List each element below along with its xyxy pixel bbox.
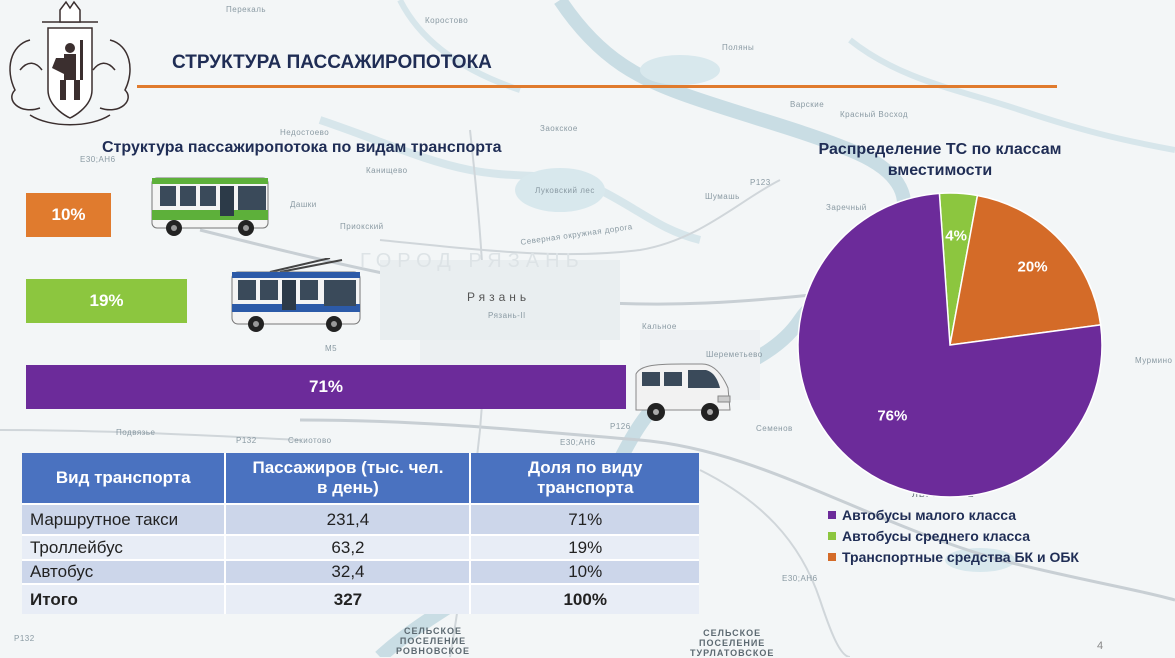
map-label: Семенов (756, 424, 793, 433)
map-label: Шереметьево (706, 350, 763, 359)
table-cell: 231,4 (225, 503, 472, 535)
page-number: 4 (1097, 640, 1104, 652)
map-label: Мурмино (1135, 356, 1173, 365)
trolleybus-image (231, 258, 361, 332)
table-cell: Маршрутное такси (22, 503, 227, 535)
map-label: Заречный (826, 203, 867, 212)
table-cell: 19% (470, 534, 699, 560)
route-code: P132 (14, 634, 35, 643)
district-label: СЕЛЬСКОЕ ПОСЕЛЕНИЕ РОВНОВСКОЕ (396, 626, 471, 656)
map-label: Приокский (340, 222, 384, 231)
bus-share-label: 10% (51, 205, 86, 224)
map-label: Дашки (290, 200, 317, 209)
minibus-image (635, 363, 731, 421)
map-label: Подвязье (116, 428, 156, 437)
pie-chart: 4% 20% 76% (797, 192, 1103, 498)
table-cell: 32,4 (225, 559, 472, 584)
minibus-share-bar: 71% (26, 365, 626, 409)
map-label: Шумашь (705, 192, 740, 201)
legend-item: Транспортные средства БК и ОБК (828, 546, 1079, 567)
city-district-watermark: ГОРОД РЯЗАНЬ (360, 250, 585, 272)
title-underline (137, 85, 1057, 88)
pie-slice (797, 192, 1103, 498)
map-label: Секиотово (288, 436, 332, 445)
map-label: Красный Восход (840, 110, 909, 119)
legend-swatch (828, 552, 836, 561)
legend-label: Автобусы среднего класса (842, 527, 1031, 544)
transport-table: Вид транспорта Пассажиров (тыс. чел. в д… (22, 453, 699, 614)
legend-label: Автобусы малого класса (842, 506, 1016, 523)
map-label: Рязань-II (488, 311, 526, 320)
table-row: Маршрутное такси 231,4 71% (22, 503, 699, 535)
route-code: E30;AH6 (80, 155, 116, 164)
transport-structure-subtitle: Структура пассажиропотока по видам транс… (102, 139, 502, 156)
pie-chart-title: Распределение ТС по классам вместимости (818, 141, 1062, 179)
table-cell: Автобус (22, 559, 227, 584)
route-code: E30;AH6 (560, 438, 596, 447)
pie-slice-label: 4% (945, 228, 967, 245)
minibus-share-label: 71% (308, 377, 344, 396)
pie-legend: Автобусы малого класса Автобусы среднего… (828, 504, 1079, 567)
table-cell: 63,2 (225, 534, 472, 560)
trolleybus-share-label: 19% (89, 291, 124, 310)
bus-image (151, 177, 269, 236)
district-label: СЕЛЬСКОЕ ПОСЕЛЕНИЕ ТУРЛАТОВСКОЕ (690, 628, 775, 658)
table-total-row: Итого 327 100% (22, 583, 699, 614)
page-title: СТРУКТУРА ПАССАЖИРОПОТОКА (172, 52, 492, 73)
legend-item: Автобусы среднего класса (828, 525, 1079, 546)
table-header-cell: Доля по виду транспорта (470, 453, 699, 504)
table-row: Троллейбус 63,2 19% (22, 534, 699, 560)
legend-swatch (828, 531, 836, 540)
route-code: P126 (610, 422, 631, 431)
table-row: Автобус 32,4 10% (22, 559, 699, 584)
legend-swatch (828, 510, 836, 519)
legend-item: Автобусы малого класса (828, 504, 1079, 525)
map-label: Луковский лес (535, 186, 595, 195)
table-header-row: Вид транспорта Пассажиров (тыс. чел. в д… (22, 453, 699, 504)
map-label: Заокское (540, 124, 578, 133)
bus-share-bar: 10% (26, 193, 111, 237)
map-label: Кальное (642, 322, 677, 331)
map-city-label: Рязань (467, 290, 531, 304)
table-header-cell: Пассажиров (тыс. чел. в день) (225, 453, 472, 504)
table-cell: 71% (470, 503, 699, 535)
map-label: Варские (790, 100, 825, 109)
route-code: E30;AH6 (782, 574, 818, 583)
table-cell: 10% (470, 559, 699, 584)
pie-slice-label: 20% (1018, 258, 1048, 275)
table-cell: Троллейбус (22, 534, 227, 560)
map-label: Коростово (425, 16, 469, 25)
legend-label: Транспортные средства БК и ОБК (842, 548, 1079, 565)
map-label: Канищево (366, 166, 408, 175)
route-code: P132 (236, 436, 257, 445)
pie-slice (949, 194, 1102, 346)
coat-of-arms (9, 0, 131, 126)
table-cell: 327 (225, 583, 472, 614)
table-cell: 100% (470, 583, 699, 614)
table-header-cell: Вид транспорта (22, 453, 227, 504)
map-label: Перекаль (226, 5, 267, 14)
pie-slice-label: 76% (877, 408, 907, 425)
trolleybus-share-bar: 19% (26, 279, 187, 323)
route-code: P123 (750, 178, 771, 187)
map-label: Поляны (722, 43, 755, 52)
route-code: M5 (325, 344, 338, 353)
table-cell: Итого (22, 583, 227, 614)
map-label: Недостоево (280, 128, 330, 137)
